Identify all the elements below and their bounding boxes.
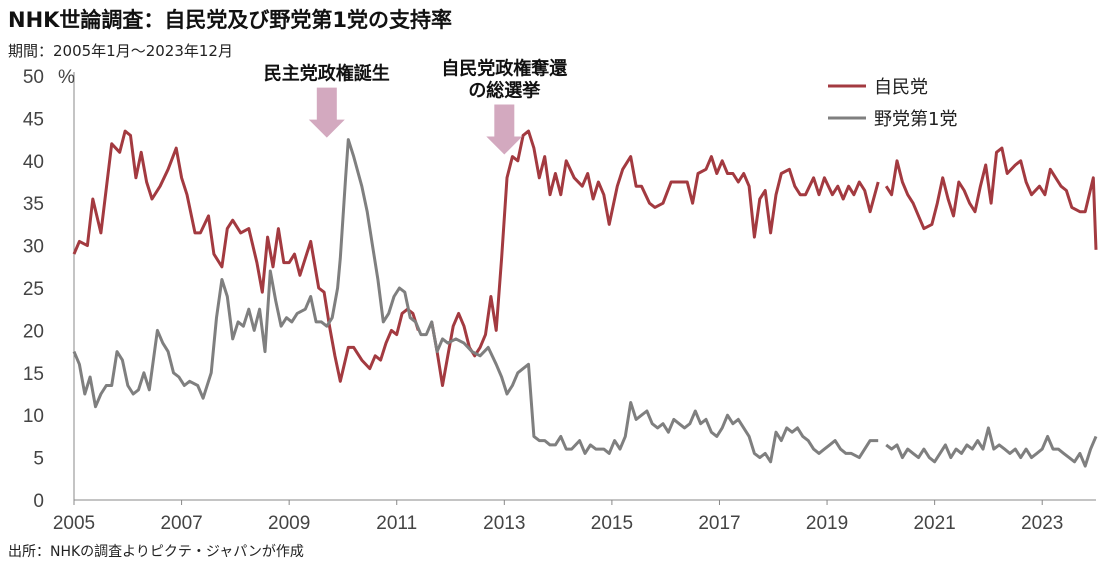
series-line-segment (884, 146, 1098, 250)
x-tick-label: 2013 (483, 513, 525, 534)
x-tick-label: 2009 (268, 513, 310, 534)
y-tick-label: 30 (23, 237, 44, 258)
y-tick-label: 5 (33, 449, 44, 470)
y-unit-label: % (58, 67, 75, 88)
legend-label: 自民党 (874, 77, 928, 98)
x-tick-label: 2021 (913, 513, 955, 534)
y-tick-label: 35 (23, 194, 44, 215)
annotation-text: 民主党政権誕生 (264, 63, 390, 85)
series-line-segment (72, 138, 879, 464)
series-line-segment (430, 129, 880, 387)
chart-title: NHK世論調査：自民党及び野党第1党の支持率 (8, 8, 453, 32)
x-tick-label: 2011 (376, 513, 417, 534)
y-tick-label: 40 (23, 152, 44, 173)
axes: 0 5 10 15 20 25 30 35 40 45 50 % 2005 2007 2009 2011 201… (23, 67, 1096, 534)
y-tick-label: 10 (23, 406, 44, 427)
series-0 (72, 129, 1098, 387)
x-tick-label: 2005 (53, 513, 95, 534)
annotation-arrow (308, 87, 345, 138)
y-tick-label: 45 (23, 109, 44, 130)
legend-label: 野党第1党 (874, 109, 957, 130)
annotation-text: 自民党政権奪還 (441, 58, 568, 80)
source-note: 出所：NHKの調査よりピクテ・ジャパンが作成 (8, 544, 304, 560)
annotation-0: 民主党政権誕生 (264, 63, 390, 138)
x-tick-label: 2015 (591, 513, 633, 534)
y-tick-label: 50 (23, 67, 44, 88)
chart-subtitle: 期間：2005年1月～2023年12月 (8, 42, 233, 60)
x-tick-label: 2023 (1021, 513, 1063, 534)
annotation-arrow (486, 104, 523, 155)
x-tick-label: 2017 (698, 513, 740, 534)
y-tick-label: 25 (23, 279, 44, 300)
series-line-segment (72, 129, 420, 383)
x-tick-label: 2019 (806, 513, 848, 534)
x-tick-label: 2007 (160, 513, 202, 534)
annotation-text: の総選挙 (468, 80, 540, 102)
series-lines (72, 129, 1098, 468)
series-line-segment (885, 426, 1098, 468)
y-tick-label: 15 (23, 364, 44, 385)
y-tick-label: 0 (33, 491, 44, 512)
series-1 (72, 138, 1098, 468)
y-tick-label: 20 (23, 321, 44, 342)
